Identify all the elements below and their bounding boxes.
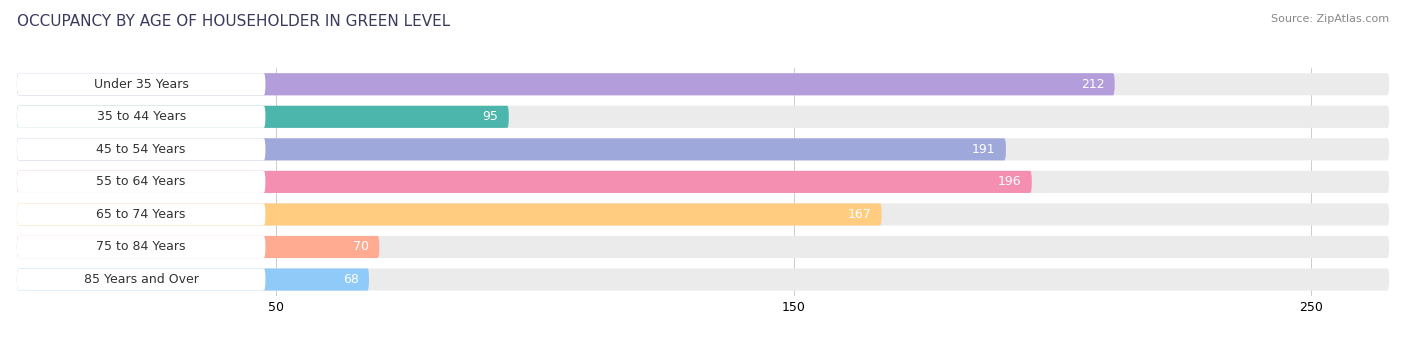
FancyBboxPatch shape [17,171,266,193]
FancyBboxPatch shape [17,236,1389,258]
Text: 55 to 64 Years: 55 to 64 Years [97,175,186,188]
Text: 85 Years and Over: 85 Years and Over [84,273,198,286]
FancyBboxPatch shape [17,73,266,95]
FancyBboxPatch shape [17,138,266,160]
Text: 95: 95 [482,110,499,123]
FancyBboxPatch shape [17,73,1115,95]
Text: 45 to 54 Years: 45 to 54 Years [97,143,186,156]
Text: 35 to 44 Years: 35 to 44 Years [97,110,186,123]
Text: 70: 70 [353,240,368,254]
FancyBboxPatch shape [17,269,368,291]
Text: 68: 68 [343,273,359,286]
Text: 65 to 74 Years: 65 to 74 Years [97,208,186,221]
Text: Source: ZipAtlas.com: Source: ZipAtlas.com [1271,14,1389,23]
FancyBboxPatch shape [17,138,1389,160]
Text: 167: 167 [848,208,872,221]
FancyBboxPatch shape [17,106,1389,128]
FancyBboxPatch shape [17,203,882,225]
Text: OCCUPANCY BY AGE OF HOUSEHOLDER IN GREEN LEVEL: OCCUPANCY BY AGE OF HOUSEHOLDER IN GREEN… [17,14,450,29]
FancyBboxPatch shape [17,269,266,291]
FancyBboxPatch shape [17,73,1389,95]
FancyBboxPatch shape [17,106,509,128]
FancyBboxPatch shape [17,203,1389,225]
FancyBboxPatch shape [17,171,1032,193]
Text: 196: 196 [998,175,1022,188]
FancyBboxPatch shape [17,269,1389,291]
Text: 75 to 84 Years: 75 to 84 Years [97,240,186,254]
FancyBboxPatch shape [17,236,380,258]
FancyBboxPatch shape [17,171,1389,193]
FancyBboxPatch shape [17,106,266,128]
Text: Under 35 Years: Under 35 Years [94,78,188,91]
FancyBboxPatch shape [17,236,266,258]
Text: 212: 212 [1081,78,1104,91]
FancyBboxPatch shape [17,138,1005,160]
Text: 191: 191 [972,143,995,156]
FancyBboxPatch shape [17,203,266,225]
